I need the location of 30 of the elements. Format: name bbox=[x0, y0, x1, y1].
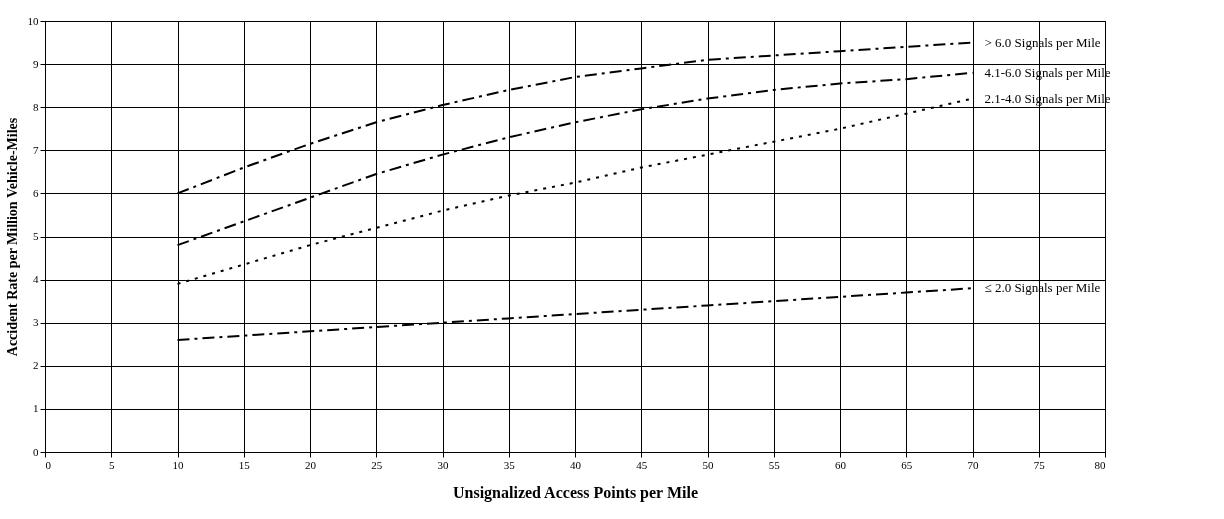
x-tick-label: 5 bbox=[109, 458, 115, 471]
y-tick-label: 9 bbox=[33, 57, 39, 70]
x-tick-label: 50 bbox=[702, 458, 714, 471]
x-tick-label: 45 bbox=[636, 458, 648, 471]
y-axis-title: Accident Rate per Million Vehicle-Miles bbox=[4, 117, 20, 357]
x-tick-label: 40 bbox=[570, 458, 582, 471]
y-tick-label: 6 bbox=[33, 186, 39, 199]
x-tick-label: 20 bbox=[305, 458, 317, 471]
y-tick-label: 0 bbox=[33, 445, 39, 458]
x-tick-label: 30 bbox=[437, 458, 449, 471]
y-tick-label: 4 bbox=[33, 273, 39, 286]
x-tick-label: 25 bbox=[371, 458, 383, 471]
y-tick-label: 7 bbox=[33, 143, 39, 156]
x-tick-label: 65 bbox=[901, 458, 913, 471]
x-tick-label: 80 bbox=[1094, 458, 1106, 471]
x-tick-label: 15 bbox=[238, 458, 251, 471]
y-tick-label: 2 bbox=[33, 359, 39, 372]
x-tick-label: 55 bbox=[768, 458, 781, 471]
y-tick-label: 8 bbox=[33, 100, 39, 113]
y-tick-label: 1 bbox=[33, 402, 39, 415]
y-tick-label: 10 bbox=[27, 14, 39, 27]
x-tick-label: 0 bbox=[45, 458, 52, 471]
x-tick-label: 70 bbox=[967, 458, 979, 471]
x-tick-label: 10 bbox=[172, 458, 184, 471]
x-tick-label: 60 bbox=[835, 458, 847, 471]
x-tick-label: 75 bbox=[1033, 458, 1046, 471]
y-tick-label: 3 bbox=[33, 316, 39, 329]
x-tick-label: 35 bbox=[503, 458, 516, 471]
y-tick-label: 5 bbox=[33, 230, 39, 242]
x-axis-title: Unsignalized Access Points per Mile bbox=[452, 483, 699, 502]
